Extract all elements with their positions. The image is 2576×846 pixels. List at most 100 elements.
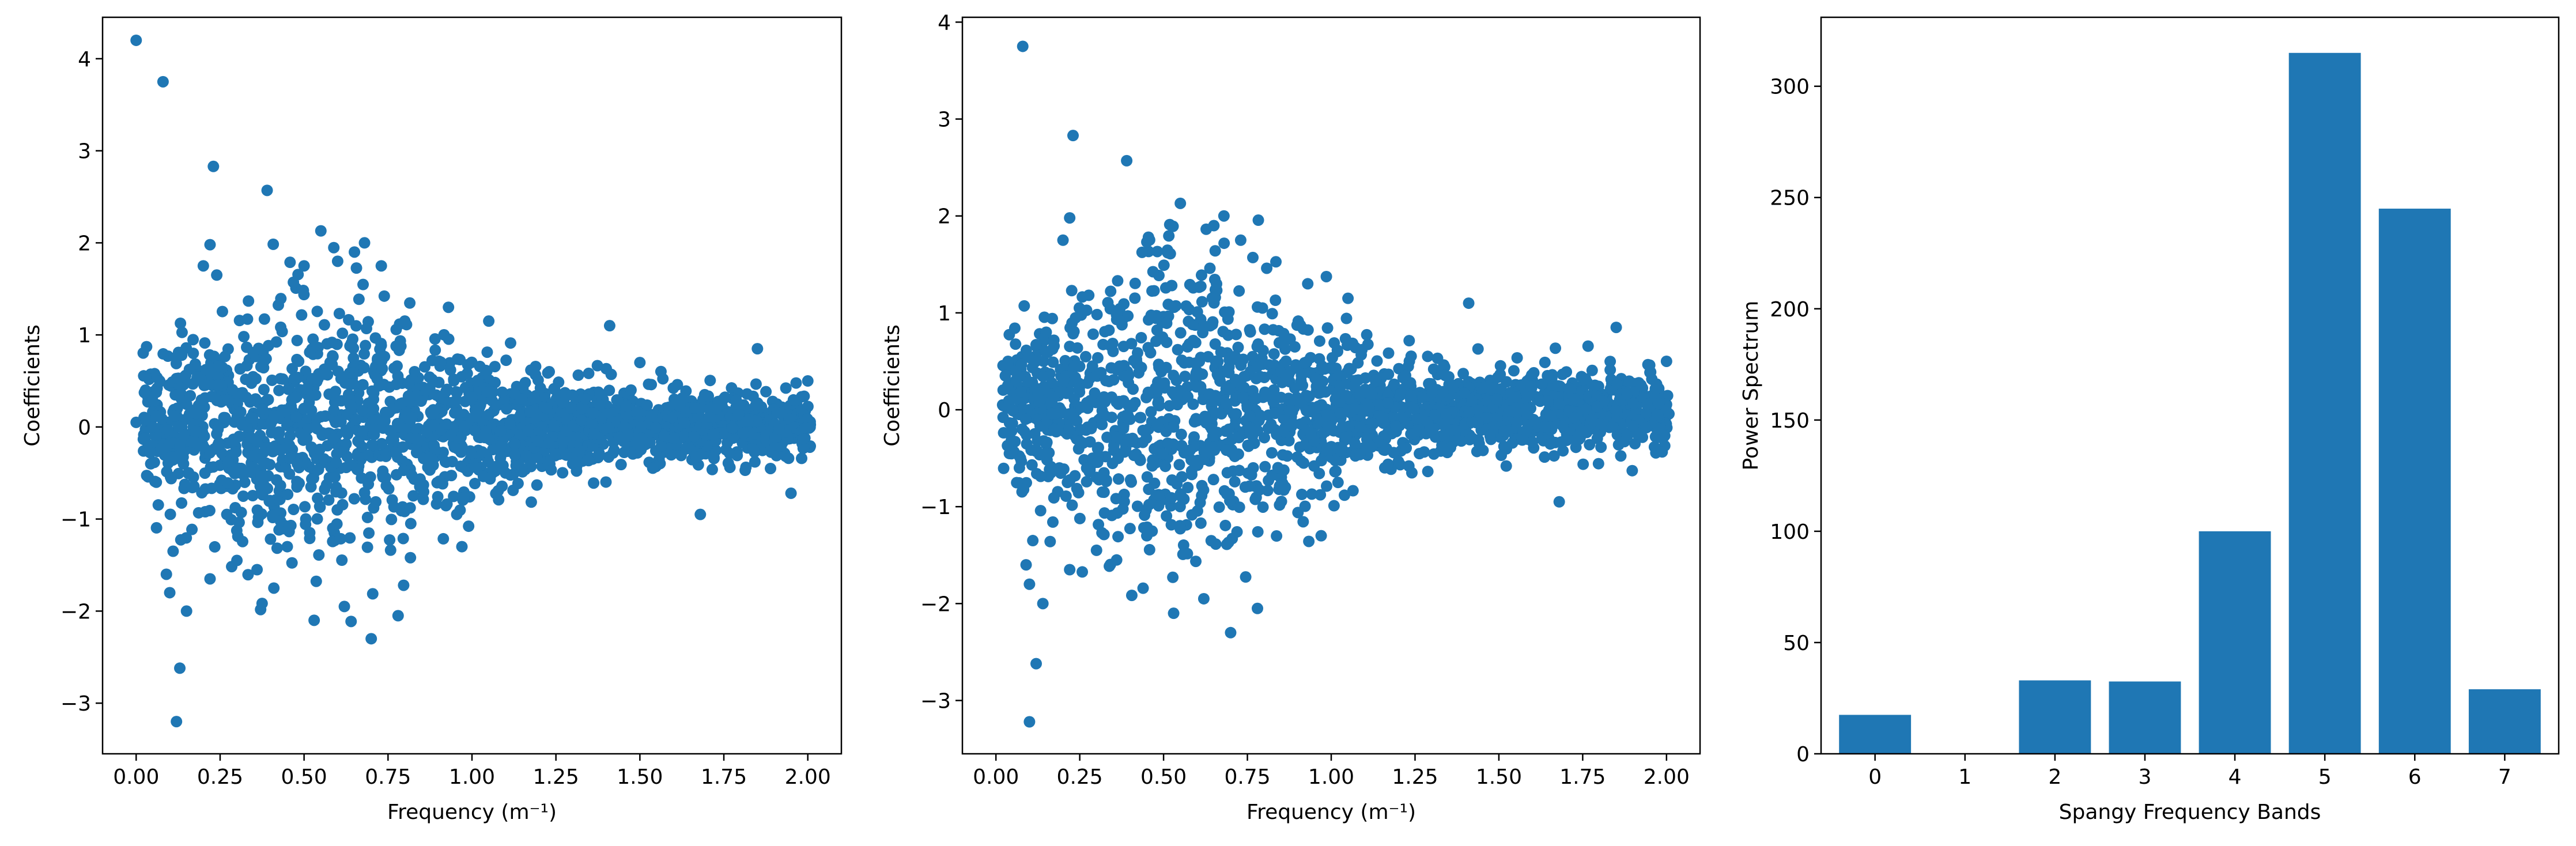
data-point — [1233, 464, 1245, 477]
data-point — [360, 493, 372, 505]
data-point — [286, 362, 299, 375]
y-tick-label: 100 — [1770, 520, 1810, 544]
data-point — [655, 440, 667, 452]
data-point — [1158, 259, 1170, 271]
y-axis-label: Power Spectrum — [1739, 301, 1763, 471]
data-point — [1193, 281, 1205, 293]
data-point — [1426, 386, 1438, 398]
data-point — [261, 184, 273, 197]
data-point — [432, 490, 444, 503]
data-point — [1627, 420, 1639, 432]
data-point — [198, 379, 210, 391]
data-point — [1315, 489, 1327, 501]
data-point — [1198, 592, 1210, 605]
x-tick-label: 1.75 — [1559, 765, 1606, 789]
data-point — [1096, 405, 1108, 417]
data-point — [1259, 323, 1271, 335]
data-point — [1298, 457, 1310, 469]
data-point — [634, 357, 646, 369]
data-point — [1145, 309, 1157, 322]
data-point — [403, 378, 415, 390]
data-point — [1355, 404, 1367, 416]
data-point — [1256, 302, 1268, 314]
data-point — [358, 362, 370, 374]
data-point — [1191, 365, 1203, 377]
data-point — [500, 354, 512, 367]
data-point — [279, 462, 292, 474]
data-point — [702, 390, 714, 402]
data-point — [229, 502, 241, 514]
data-point — [1041, 436, 1053, 448]
data-point — [348, 352, 360, 364]
data-point — [1125, 338, 1138, 350]
y-tick-label: −2 — [920, 592, 951, 616]
data-point — [213, 360, 225, 372]
data-point — [1595, 418, 1607, 430]
data-point — [243, 295, 255, 307]
data-point — [335, 371, 348, 383]
data-point — [1021, 438, 1033, 450]
data-point — [1211, 368, 1223, 380]
data-point — [622, 428, 634, 440]
data-point — [164, 508, 176, 520]
data-point — [1162, 247, 1174, 259]
data-point — [1511, 352, 1523, 364]
data-point — [209, 541, 221, 553]
data-point — [1112, 275, 1124, 287]
data-point — [318, 453, 330, 465]
data-point — [513, 411, 526, 423]
data-point — [1210, 355, 1222, 367]
data-point — [1151, 246, 1164, 258]
data-point — [1333, 369, 1345, 382]
data-point — [491, 399, 503, 411]
data-point — [348, 378, 360, 390]
data-point — [1129, 292, 1141, 304]
data-point — [180, 605, 192, 617]
data-point — [443, 333, 455, 345]
data-point — [275, 293, 287, 305]
scatter-panel-2: −3 −2 −1 0 1 2 3 4 0.00 0.25 0.50 0.75 1.00 1.25 1.50 1… — [881, 11, 1701, 824]
data-point — [331, 518, 343, 530]
data-point — [397, 532, 409, 545]
data-point — [1194, 497, 1206, 509]
data-point — [1209, 245, 1221, 257]
data-point — [1030, 658, 1042, 670]
data-point — [350, 262, 362, 274]
data-point — [314, 501, 326, 513]
data-point — [268, 582, 280, 594]
data-point — [566, 389, 579, 401]
data-point — [1100, 375, 1112, 387]
data-point — [242, 569, 254, 581]
data-point — [1128, 354, 1140, 367]
data-point — [575, 401, 587, 413]
data-point — [1480, 411, 1493, 424]
data-point — [273, 384, 285, 396]
data-point — [1220, 397, 1232, 409]
scatter-panel-1: −3 −2 −1 0 1 2 3 4 0.00 0.25 0.50 0.75 1.00 1.25 1.50 1… — [21, 16, 843, 824]
x-tick-label: 3 — [2138, 765, 2151, 789]
data-point — [1056, 407, 1068, 419]
data-point — [284, 430, 296, 442]
data-point — [463, 520, 475, 532]
data-point — [397, 441, 409, 453]
y-tick-label: 1 — [938, 302, 951, 326]
data-point — [337, 498, 349, 511]
data-point — [1466, 416, 1478, 428]
data-point — [1592, 458, 1604, 470]
data-point — [509, 438, 521, 450]
y-tick-label: 0 — [1796, 743, 1810, 766]
data-point — [1207, 474, 1219, 486]
data-point — [238, 331, 250, 343]
data-point — [1527, 436, 1539, 448]
data-point — [1191, 381, 1203, 393]
data-point — [330, 456, 342, 469]
data-point — [1145, 406, 1157, 418]
data-point — [1298, 357, 1310, 369]
data-point — [1321, 442, 1334, 454]
data-point — [398, 579, 410, 591]
data-point — [218, 411, 230, 424]
y-tick-label: −2 — [61, 600, 91, 624]
data-point — [144, 447, 156, 459]
data-point — [1103, 324, 1115, 336]
